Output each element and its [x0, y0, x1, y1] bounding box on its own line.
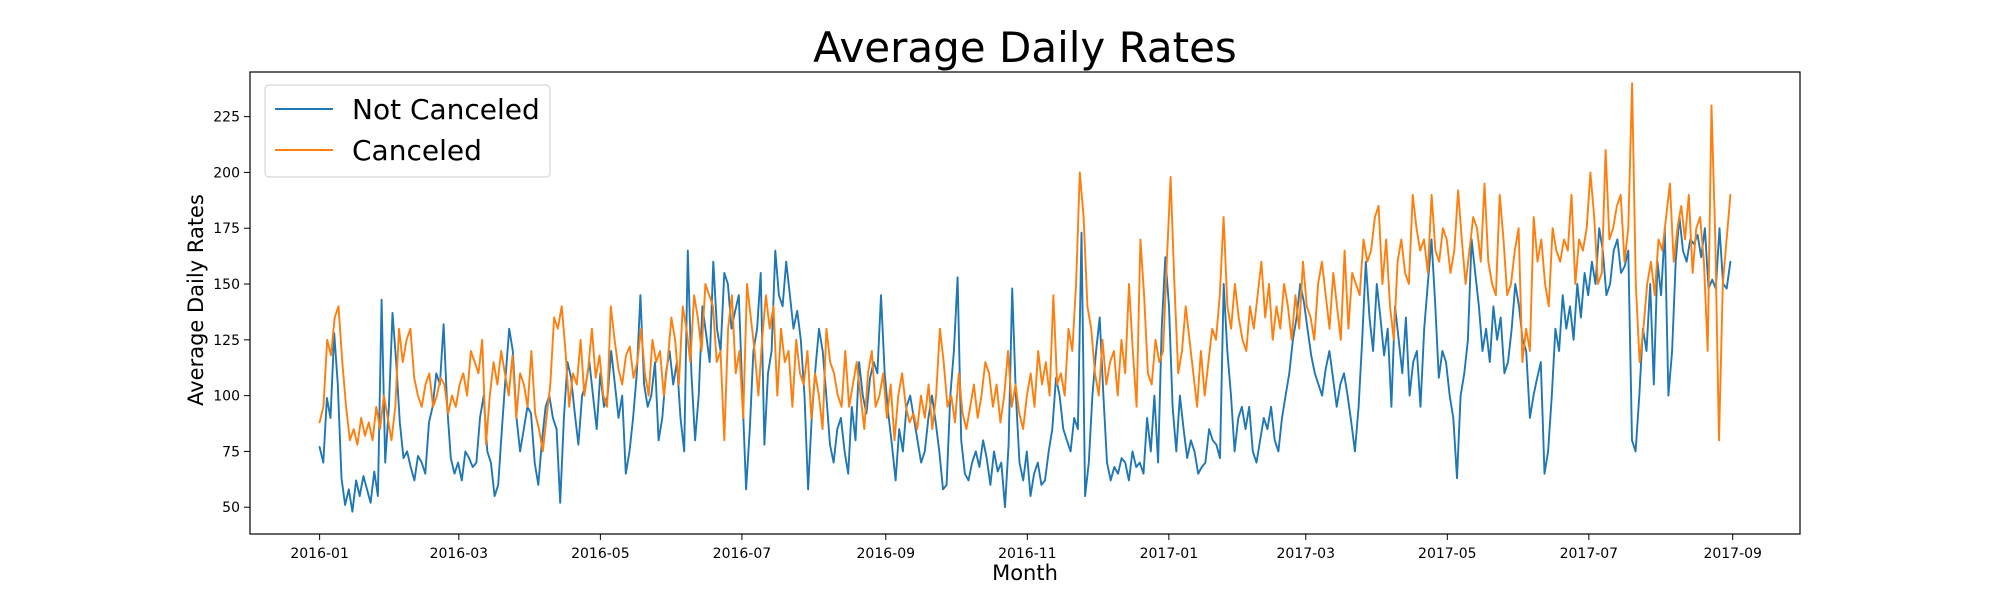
- y-axis-label: Average Daily Rates: [184, 194, 208, 406]
- y-tick-label: 200: [213, 165, 240, 181]
- x-tick-label: 2016-07: [713, 546, 772, 562]
- y-axis: 50 75 100 125 150 175 200 225: [213, 110, 250, 516]
- x-tick-label: 2016-01: [290, 546, 349, 562]
- series-line-canceled: [318, 82, 1732, 453]
- y-tick-label: 50: [222, 500, 240, 516]
- x-tick-label: 2016-09: [857, 546, 916, 562]
- legend-label-canceled: Canceled: [352, 134, 482, 167]
- legend-frame: [264, 84, 551, 178]
- x-tick-label: 2017-07: [1560, 546, 1619, 562]
- x-tick-label: 2017-01: [1140, 546, 1199, 562]
- x-tick-label: 2016-05: [571, 546, 630, 562]
- y-tick-label: 175: [213, 221, 240, 237]
- x-axis: 2016-01 2016-03 2016-05 2016-07 2016-09 2016-…: [290, 534, 1762, 562]
- y-tick-label: 75: [222, 444, 240, 460]
- x-tick-label: 2017-09: [1703, 546, 1762, 562]
- chart-title: Average Daily Rates: [813, 23, 1237, 72]
- series-line-not-canceled: [318, 216, 1732, 513]
- x-axis-label: Month: [992, 561, 1058, 585]
- x-tick-label: 2016-03: [430, 546, 489, 562]
- x-tick-label: 2017-05: [1418, 546, 1477, 562]
- legend: Not Canceled Canceled: [264, 84, 551, 178]
- x-tick-label: 2016-11: [998, 546, 1057, 562]
- plot-area-frame: [249, 71, 1801, 535]
- y-tick-label: 125: [213, 333, 240, 349]
- x-tick-label: 2017-03: [1277, 546, 1336, 562]
- y-tick-label: 150: [213, 277, 240, 293]
- legend-label-not-canceled: Not Canceled: [352, 93, 540, 126]
- y-tick-label: 225: [213, 110, 240, 126]
- y-tick-label: 100: [213, 389, 240, 405]
- series-layer: [318, 82, 1732, 513]
